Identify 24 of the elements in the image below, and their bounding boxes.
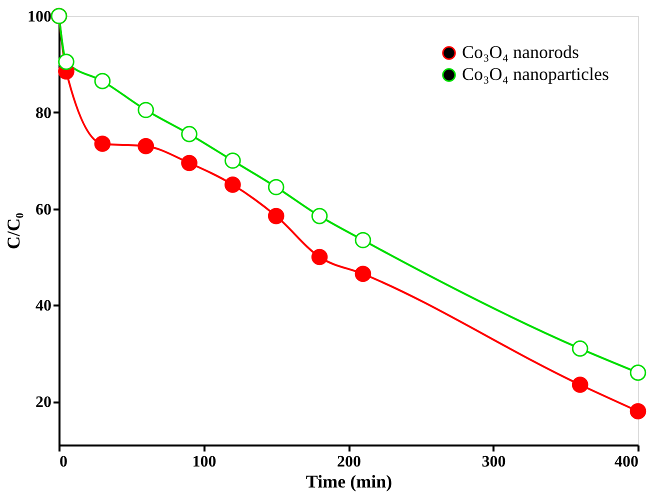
x-tick-label: 100 <box>192 454 216 470</box>
x-tick-label: 300 <box>482 454 506 470</box>
point <box>572 376 588 393</box>
y-tick-label: 100 <box>28 8 52 26</box>
point <box>224 176 241 193</box>
y-axis-title: C/C₀ <box>4 212 24 250</box>
legend-label: Co₃O₄ nanorods <box>462 42 580 62</box>
x-tick-label: 200 <box>337 454 361 470</box>
point <box>58 54 74 70</box>
legend-label: Co₃O₄ nanoparticles <box>462 64 610 84</box>
point <box>630 403 646 420</box>
point <box>354 266 372 282</box>
point <box>138 138 154 154</box>
point <box>181 154 198 172</box>
x-axis-title: Time (min) <box>306 472 392 492</box>
point <box>268 208 284 224</box>
y-tick-label: 60 <box>36 201 52 218</box>
x-tick-label: 0 <box>60 454 68 470</box>
point <box>311 248 328 266</box>
y-tick-label: 40 <box>36 298 52 315</box>
x-tick-label: 400 <box>614 454 638 470</box>
y-tick-label: 20 <box>36 394 52 412</box>
point <box>94 136 111 152</box>
y-tick-label: 80 <box>36 104 52 122</box>
